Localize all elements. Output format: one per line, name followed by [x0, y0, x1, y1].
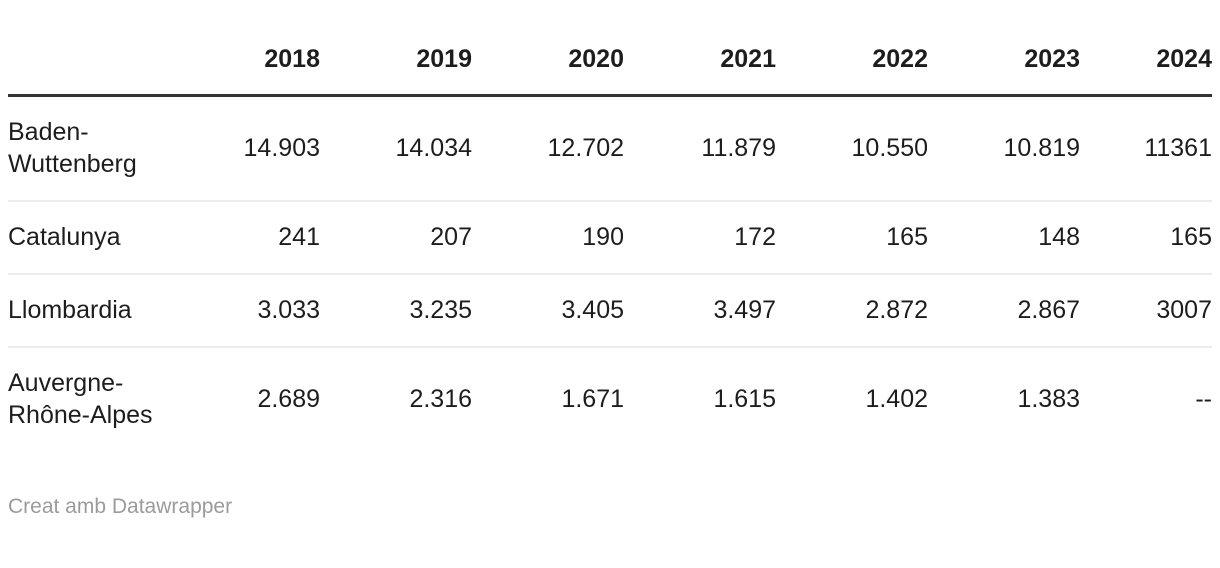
header-row: 2018 2019 2020 2021 2022 2023 2024 [8, 0, 1212, 96]
column-header-2024: 2024 [1156, 45, 1212, 73]
cell-value: 3.405 [561, 296, 624, 324]
cell-value: 11361 [1144, 133, 1212, 162]
cell-value: 148 [1038, 222, 1080, 251]
row-label: Catalunya [8, 222, 121, 251]
cell-value: 207 [430, 222, 472, 251]
column-header-2019: 2019 [416, 45, 472, 73]
corner-cell [8, 0, 168, 96]
table-header: 2018 2019 2020 2021 2022 2023 2024 [8, 0, 1212, 96]
cell-value: 241 [278, 222, 320, 251]
cell-value: 3.497 [713, 296, 776, 324]
cell-value: 1.383 [1017, 384, 1080, 413]
cell-value: -- [1195, 384, 1212, 413]
cell-value: 11.879 [701, 133, 776, 162]
cell-value: 14.034 [395, 133, 472, 162]
cell-value: 2.689 [257, 384, 320, 413]
cell-value: 165 [886, 222, 928, 251]
column-header-2021: 2021 [720, 45, 776, 73]
row-label: Baden-Wuttenberg [8, 118, 137, 178]
cell-value: 3.033 [257, 296, 320, 324]
cell-value: 165 [1170, 222, 1212, 251]
cell-value: 2.867 [1017, 296, 1080, 324]
column-header-2020: 2020 [568, 45, 624, 73]
table-row-baden-wuttenberg: Baden-Wuttenberg 14.903 14.034 12.702 11… [8, 96, 1212, 201]
cell-value: 12.702 [547, 133, 624, 162]
cell-value: 14.903 [243, 133, 320, 162]
column-header-2018: 2018 [264, 45, 320, 73]
row-label: Llombardia [8, 296, 132, 324]
cell-value: 2.316 [409, 384, 472, 413]
column-header-2022: 2022 [872, 45, 928, 73]
column-header-2023: 2023 [1024, 45, 1080, 73]
cell-value: 10.819 [1003, 133, 1080, 162]
row-label: Auvergne-Rhône-Alpes [8, 369, 153, 429]
data-table: 2018 2019 2020 2021 2022 2023 2024 Baden… [8, 0, 1212, 451]
cell-value: 3007 [1156, 296, 1212, 324]
table-row-auvergne-rhone-alpes: Auvergne-Rhône-Alpes 2.689 2.316 1.671 1… [8, 347, 1212, 451]
cell-value: 2.872 [865, 296, 928, 324]
table-row-llombardia: Llombardia 3.033 3.235 3.405 3.497 2.872… [8, 274, 1212, 347]
cell-value: 10.550 [851, 133, 928, 162]
datawrapper-attribution-link[interactable]: Creat amb Datawrapper [8, 494, 233, 518]
cell-value: 3.235 [409, 296, 472, 324]
cell-value: 190 [582, 222, 624, 251]
cell-value: 172 [734, 222, 776, 251]
table-row-catalunya: Catalunya 241 207 190 172 165 148 165 [8, 200, 1212, 274]
cell-value: 1.402 [865, 384, 928, 413]
cell-value: 1.671 [561, 384, 624, 413]
cell-value: 1.615 [713, 384, 776, 413]
table-body: Baden-Wuttenberg 14.903 14.034 12.702 11… [8, 96, 1212, 451]
